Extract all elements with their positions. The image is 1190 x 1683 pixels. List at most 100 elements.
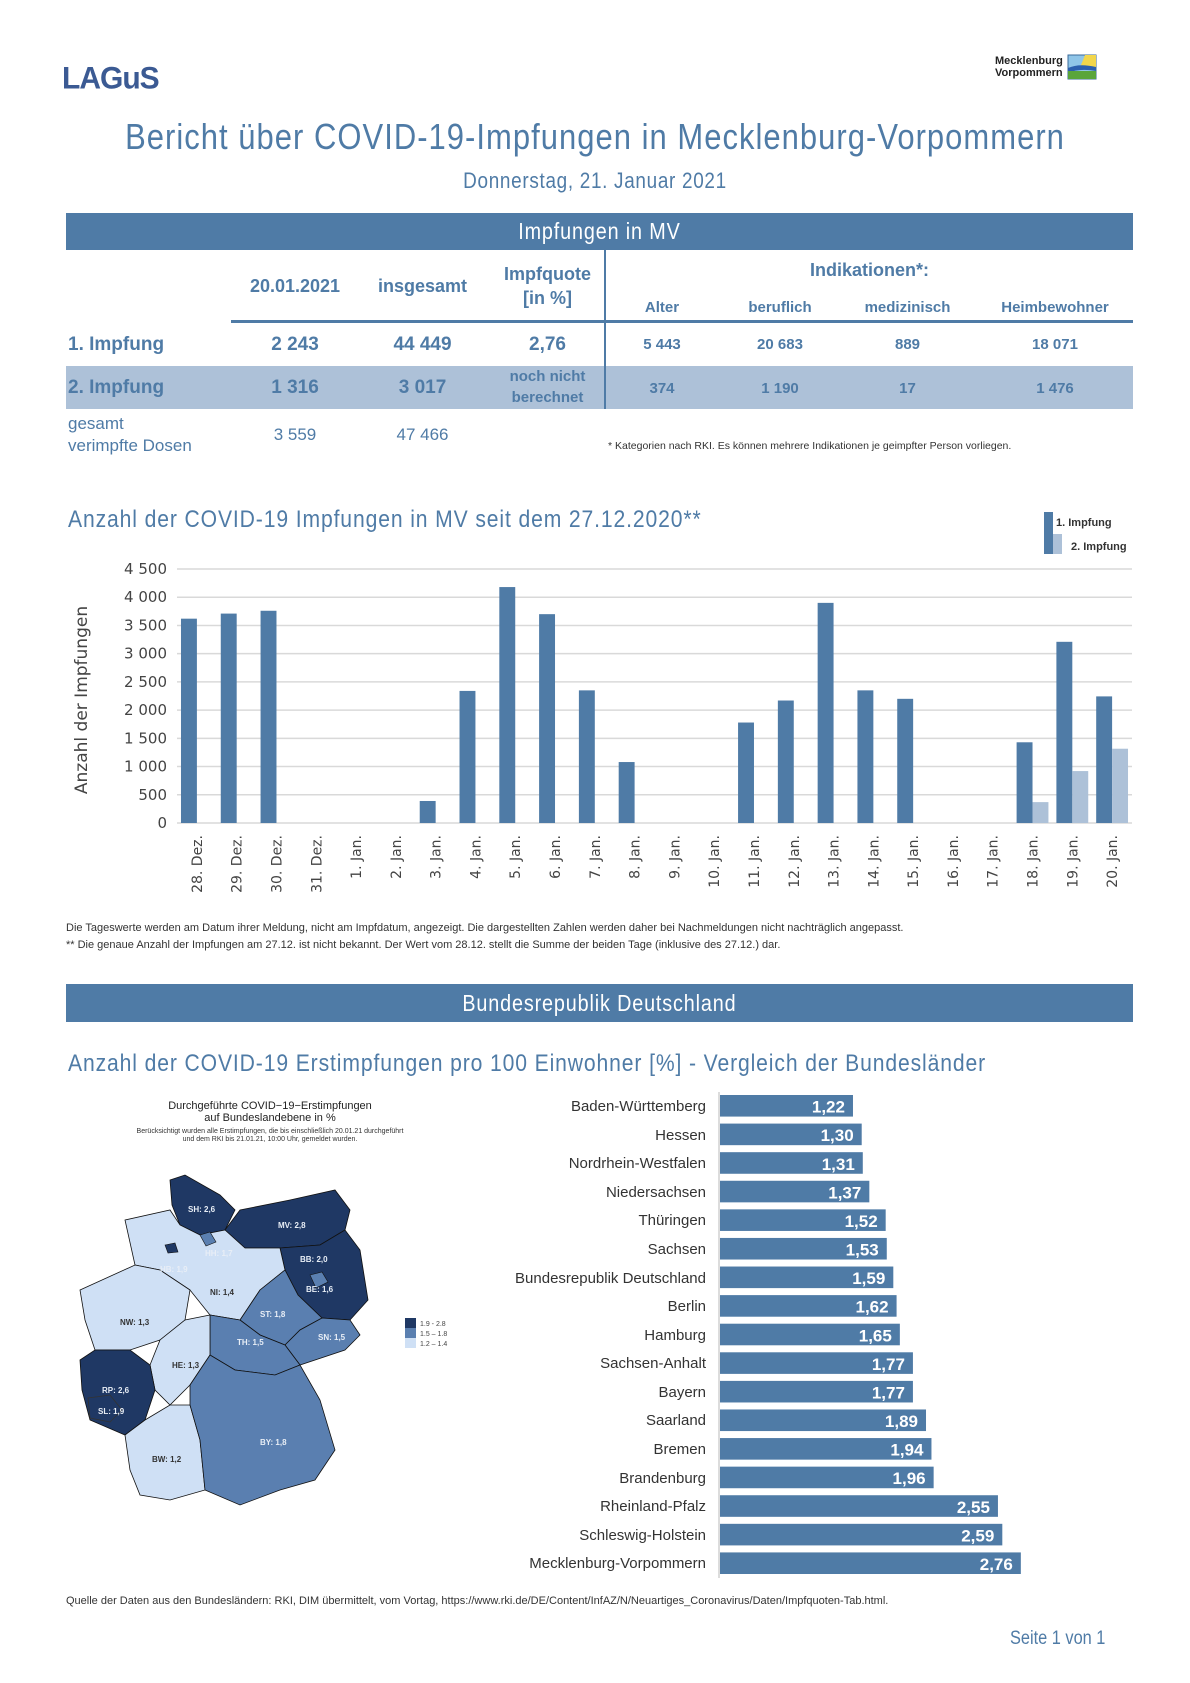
mv-logo-line1: Mecklenburg bbox=[995, 55, 1063, 67]
row-1-heimbewohner: 18 071 bbox=[1032, 336, 1078, 353]
state-bar-value: 2,55 bbox=[957, 1498, 990, 1517]
map-label-mv: MV: 2,8 bbox=[278, 1221, 306, 1230]
bar-1-impfung bbox=[180, 618, 197, 823]
map-region-by bbox=[189, 1354, 336, 1506]
x-tick-label: 19. Jan. bbox=[1065, 835, 1081, 888]
row-2-label: 2. Impfung bbox=[68, 377, 165, 398]
map-label-sh: SH: 2,6 bbox=[188, 1205, 216, 1214]
table-footnote: * Kategorien nach RKI. Es können mehrere… bbox=[608, 440, 1012, 452]
section-band-germany: Bundesrepublik Deutschland bbox=[66, 984, 1133, 1022]
chart-note-1: Die Tageswerte werden am Datum ihrer Mel… bbox=[66, 922, 904, 934]
row-1-total: 44 449 bbox=[393, 334, 452, 355]
map-note-line2: und dem RKI bis 21.01.21, 10:00 Uhr, gem… bbox=[182, 1136, 358, 1143]
row-1-label: 1. Impfung bbox=[68, 334, 165, 355]
col-header-quote-2: [in %] bbox=[523, 288, 572, 308]
x-tick-label: 31. Dez. bbox=[309, 835, 325, 893]
legend-label-1: 1. Impfung bbox=[1056, 517, 1112, 529]
state-label: Sachsen-Anhalt bbox=[600, 1355, 706, 1373]
state-bar-value: 1,77 bbox=[872, 1355, 905, 1374]
map-note: Berücksichtigt wurden alle Erstimpfungen… bbox=[80, 1128, 460, 1144]
state-bar bbox=[720, 1266, 894, 1289]
map-title-line1: Durchgeführte COVID−19−Erstimpfungen bbox=[168, 1100, 372, 1112]
state-bar-value: 1,37 bbox=[828, 1183, 861, 1202]
x-tick-label: 17. Jan. bbox=[986, 835, 1002, 888]
state-bar bbox=[720, 1295, 897, 1317]
col-header-total: insgesamt bbox=[377, 276, 468, 296]
bar-1-impfung bbox=[578, 690, 595, 823]
map-label-hh: HH: 1,7 bbox=[205, 1249, 233, 1258]
state-bar bbox=[720, 1237, 887, 1260]
state-label: Hamburg bbox=[644, 1326, 706, 1344]
x-tick-label: 29. Dez. bbox=[230, 835, 246, 893]
map-region-sl bbox=[87, 1394, 123, 1423]
data-source: Quelle der Daten aus den Bundesländern: … bbox=[66, 1595, 889, 1607]
x-tick-label: 5. Jan. bbox=[508, 835, 524, 879]
comparison-chart: 1,22 1,30 1,31 1,37 1,52 1,53 1,59 1,62 1,65 1,77… bbox=[718, 1092, 1021, 1578]
state-bar bbox=[720, 1495, 998, 1517]
bar-1-impfung bbox=[499, 587, 516, 823]
row-2-alter: 374 bbox=[649, 380, 675, 397]
map-note-line1: Berücksichtigt wurden alle Erstimpfungen… bbox=[136, 1128, 404, 1135]
map-legend-swatch bbox=[405, 1338, 416, 1348]
state-bar bbox=[720, 1409, 927, 1432]
state-bar-value: 1,52 bbox=[845, 1212, 878, 1231]
bar-1-impfung bbox=[618, 762, 635, 823]
state-bar bbox=[720, 1523, 1003, 1546]
bar-2-impfung bbox=[1032, 802, 1049, 823]
bar-1-impfung bbox=[897, 698, 914, 823]
page-subtitle: Donnerstag, 21. Januar 2021 bbox=[463, 168, 727, 193]
x-tick-label: 30. Dez. bbox=[269, 835, 285, 893]
bar-1-impfung bbox=[738, 722, 754, 823]
state-bar-value: 1,77 bbox=[872, 1383, 905, 1402]
map-region-sn bbox=[284, 1317, 361, 1366]
x-tick-label: 10. Jan. bbox=[707, 835, 723, 888]
state-bar-value: 1,96 bbox=[893, 1469, 926, 1488]
x-tick-label: 2. Jan. bbox=[389, 835, 405, 879]
map-legend-swatch bbox=[405, 1318, 416, 1328]
state-label: Rheinland-Pfalz bbox=[600, 1498, 706, 1516]
state-bar bbox=[720, 1152, 863, 1174]
legend-swatch-2 bbox=[1053, 534, 1062, 554]
section-band-mv: Impfungen in MV bbox=[66, 213, 1133, 250]
map-label-sl: SL: 1,9 bbox=[98, 1407, 125, 1416]
row-1-quote: 2,76 bbox=[529, 334, 566, 355]
state-bar bbox=[720, 1380, 913, 1403]
total-row-total: 47 466 bbox=[396, 425, 449, 444]
state-label: Nordrhein-Westfalen bbox=[568, 1155, 706, 1173]
state-bar bbox=[720, 1095, 853, 1117]
mv-logo-line2: Vorpommern bbox=[995, 67, 1063, 79]
x-tick-label: 18. Jan. bbox=[1026, 835, 1042, 888]
y-tick-label: 0 bbox=[157, 814, 167, 832]
state-label: Thüringen bbox=[638, 1212, 706, 1230]
x-tick-label: 3. Jan. bbox=[429, 835, 445, 879]
state-bar-value: 2,59 bbox=[961, 1526, 994, 1545]
state-label: Saarland bbox=[645, 1412, 706, 1430]
x-tick-label: 20. Jan. bbox=[1105, 835, 1121, 888]
map-title-line2: auf Bundeslandebene in % bbox=[204, 1112, 336, 1124]
x-tick-label: 15. Jan. bbox=[906, 835, 922, 888]
col-header-alter: Alter bbox=[644, 299, 680, 316]
y-tick-label: 2 500 bbox=[124, 673, 167, 691]
bar-1-impfung bbox=[857, 690, 874, 823]
state-bar bbox=[720, 1552, 1021, 1574]
legend-swatch-1 bbox=[1044, 512, 1053, 554]
state-bar-value: 2,76 bbox=[980, 1555, 1013, 1574]
y-tick-label: 1 500 bbox=[124, 729, 167, 747]
state-bar-value: 1,31 bbox=[822, 1155, 855, 1174]
map-label-he: HE: 1,3 bbox=[172, 1361, 200, 1370]
page-number: Seite 1 von 1 bbox=[1010, 1628, 1106, 1649]
bar-1-impfung bbox=[1056, 641, 1073, 823]
map-label-ni: NI: 1,4 bbox=[210, 1288, 235, 1297]
germany-map: SH: 2,6 MV: 2,8 HH: 1,7 HB: 1,9 BB: 2,0 BE: 1… bbox=[79, 1174, 447, 1506]
col-header-quote-1: Impfquote bbox=[504, 264, 591, 284]
state-label: Niedersachsen bbox=[605, 1183, 706, 1201]
indications-title: Indikationen*: bbox=[809, 260, 929, 280]
x-tick-label: 12. Jan. bbox=[787, 835, 803, 888]
state-bar-value: 1,53 bbox=[846, 1241, 879, 1260]
y-tick-label: 500 bbox=[138, 786, 167, 804]
col-header-medizinisch: medizinisch bbox=[864, 299, 951, 316]
x-tick-label: 4. Jan. bbox=[468, 835, 484, 879]
chart-note-2: ** Die genaue Anzahl der Impfungen am 27… bbox=[66, 939, 781, 951]
map-label-nw: NW: 1,3 bbox=[120, 1318, 150, 1327]
bar-1-impfung bbox=[817, 602, 834, 823]
